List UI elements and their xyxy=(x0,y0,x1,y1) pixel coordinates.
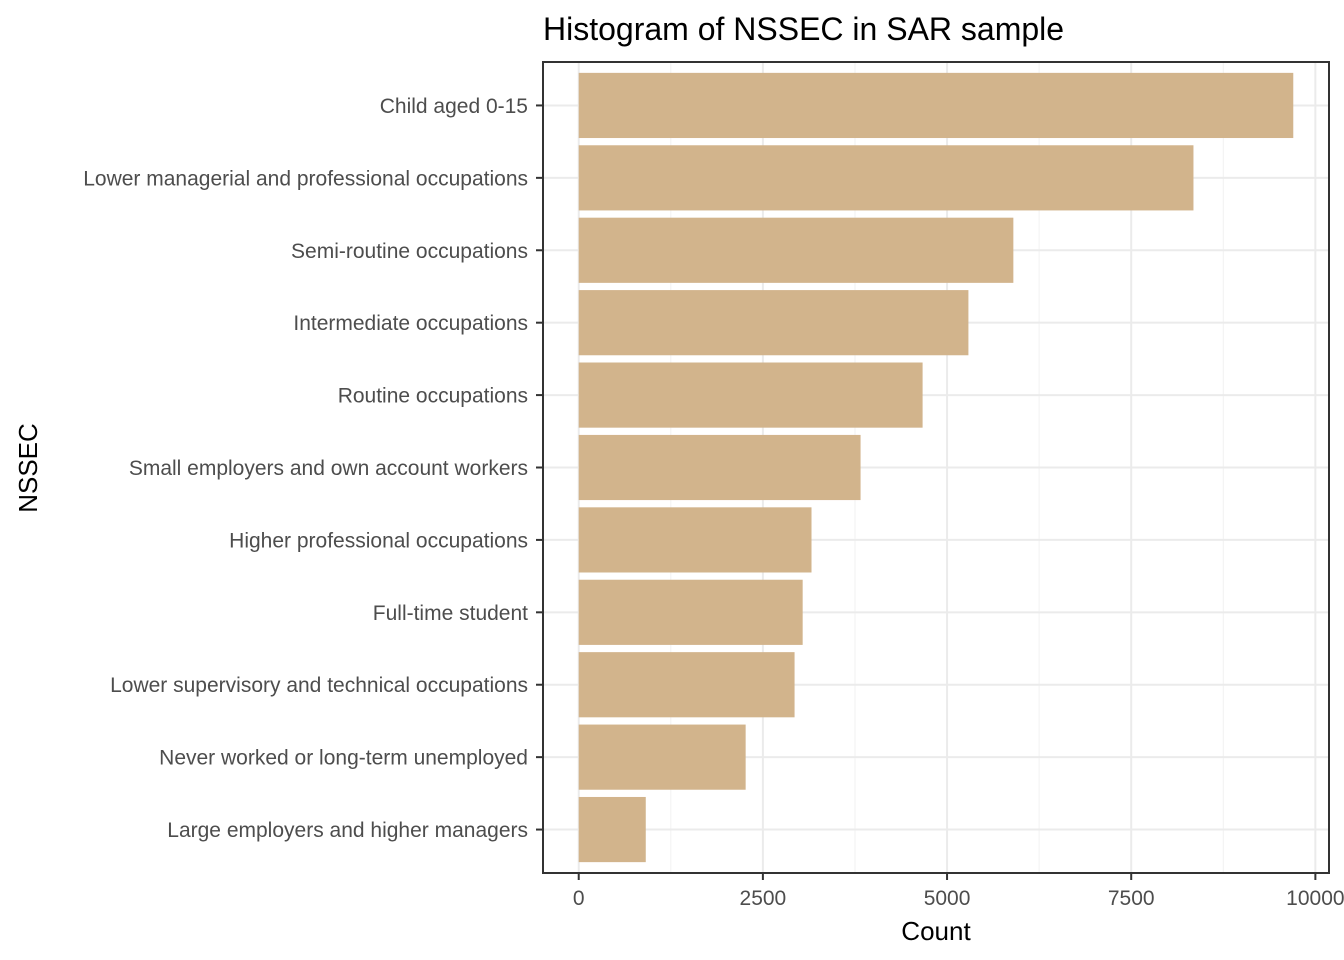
y-tick-label: Lower supervisory and technical occupati… xyxy=(110,674,528,697)
bar xyxy=(578,72,1294,139)
bar xyxy=(578,290,969,356)
x-tick-label: 7500 xyxy=(1108,887,1155,910)
y-tick-label: Semi-routine occupations xyxy=(291,240,528,263)
y-tick-label: Never worked or long-term unemployed xyxy=(159,747,528,770)
bar xyxy=(578,434,861,501)
y-axis: Child aged 0-15 Lower managerial and prof… xyxy=(83,95,543,842)
bar xyxy=(578,724,746,790)
y-tick-label: Large employers and higher managers xyxy=(167,819,528,842)
y-tick-label: Child aged 0-15 xyxy=(380,95,528,118)
x-tick-label: 0 xyxy=(573,887,585,910)
y-tick-label: Intermediate occupations xyxy=(293,312,528,335)
bar xyxy=(578,362,923,428)
bar xyxy=(578,217,1014,283)
y-tick-label: Small employers and own account workers xyxy=(129,457,528,480)
bar xyxy=(578,507,812,573)
bar xyxy=(578,579,803,645)
x-tick-label: 10000 xyxy=(1286,887,1344,910)
bar xyxy=(578,145,1194,211)
x-axis: 0 2500 5000 7500 10000 xyxy=(573,873,1344,910)
y-axis-title: NSSEC xyxy=(13,423,43,513)
x-tick-label: 5000 xyxy=(924,887,971,910)
chart-title: Histogram of NSSEC in SAR sample xyxy=(543,11,1064,47)
y-tick-label: Full-time student xyxy=(373,602,528,625)
x-tick-label: 2500 xyxy=(740,887,787,910)
bar xyxy=(578,652,795,718)
x-axis-title: Count xyxy=(901,916,971,946)
bars xyxy=(578,72,1294,863)
y-tick-label: Lower managerial and professional occupa… xyxy=(83,167,528,190)
y-tick-label: Higher professional occupations xyxy=(229,529,528,552)
bar xyxy=(578,796,646,863)
y-tick-label: Routine occupations xyxy=(338,385,528,408)
